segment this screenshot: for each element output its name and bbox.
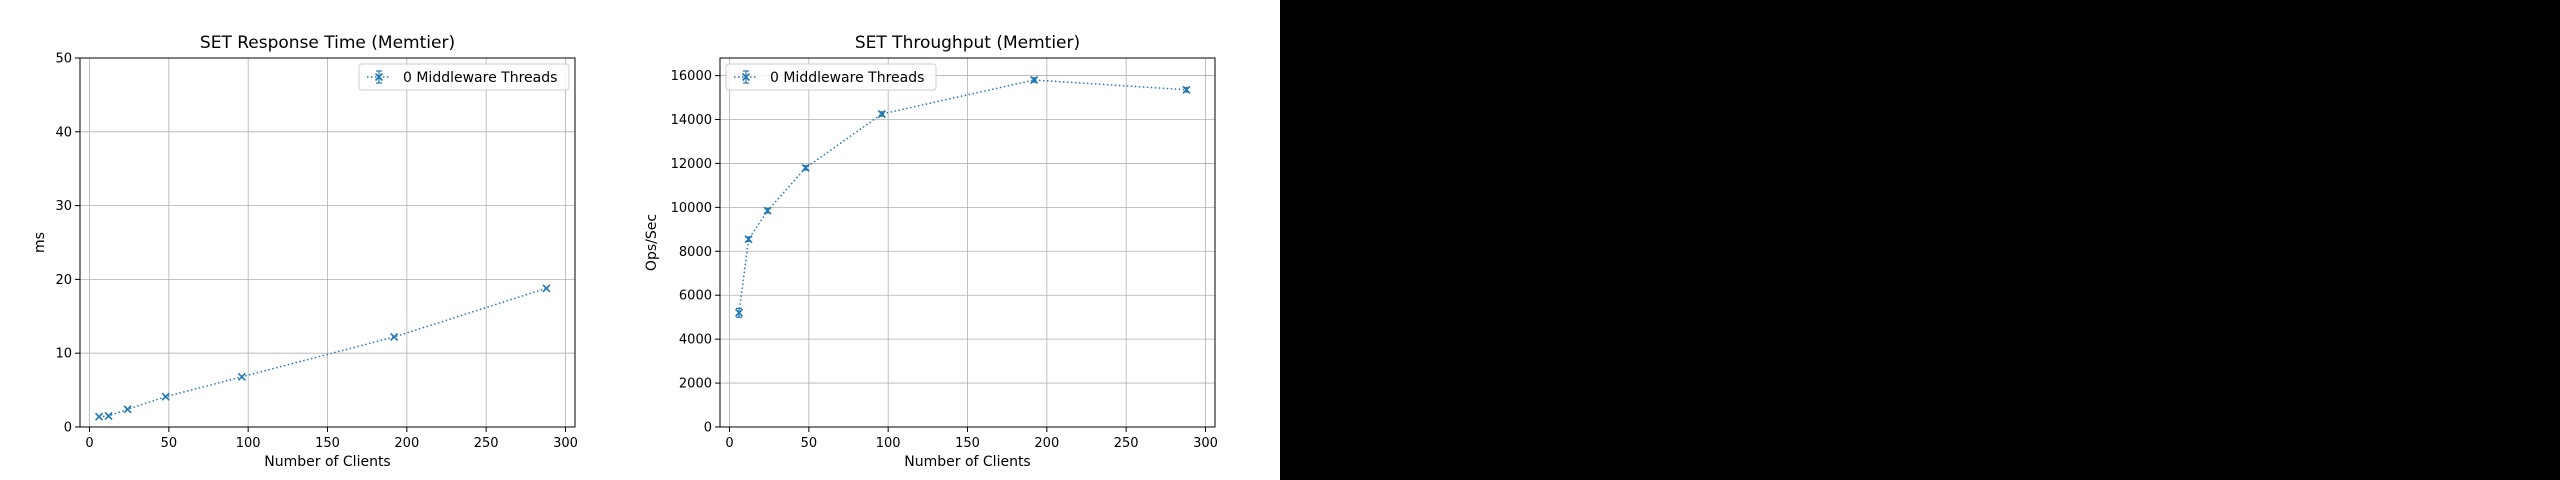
data-point <box>1182 85 1191 94</box>
x-tick-label: 300 <box>553 436 578 451</box>
y-tick-label: 50 <box>55 52 72 67</box>
y-tick-label: 14000 <box>671 113 712 128</box>
data-point <box>801 163 810 172</box>
x-tick-label: 150 <box>955 436 980 451</box>
y-axis-label: Ops/Sec <box>644 214 660 271</box>
x-tick-label: 300 <box>1193 436 1218 451</box>
x-tick-label: 50 <box>801 436 818 451</box>
y-tick-label: 4000 <box>679 333 712 348</box>
series-line <box>738 79 1187 313</box>
x-axis-label: Number of Clients <box>264 454 390 470</box>
chart-title: SET Response Time (Memtier) <box>200 33 455 53</box>
y-tick-label: 20 <box>55 273 72 288</box>
data-point <box>123 405 132 414</box>
data-point <box>734 308 744 317</box>
data-point <box>877 109 886 119</box>
data-point <box>542 284 551 293</box>
legend-entry: 0 Middleware Threads <box>403 70 557 86</box>
x-tick-label: 100 <box>236 436 261 451</box>
data-point <box>237 372 246 381</box>
data-point <box>744 235 753 244</box>
y-tick-label: 6000 <box>679 289 712 304</box>
y-tick-label: 12000 <box>671 157 712 172</box>
data-point <box>763 206 772 215</box>
y-tick-label: 10000 <box>671 201 712 216</box>
x-tick-label: 50 <box>161 436 178 451</box>
x-tick-label: 200 <box>1034 436 1059 451</box>
chart-title: SET Throughput (Memtier) <box>855 33 1080 53</box>
x-tick-label: 150 <box>315 436 340 451</box>
x-axis-label: Number of Clients <box>904 454 1030 470</box>
x-tick-label: 100 <box>876 436 901 451</box>
throughput-chart: 0 50 100 150 200 250 300 0 2000 4000 6000 8000 10000… <box>644 33 1218 470</box>
figure-canvas: 0 50 100 150 200 250 300 0 10 20 30 40 50 SET Respons… <box>32 33 1218 470</box>
data-point <box>390 332 399 342</box>
y-tick-label: 0 <box>64 421 72 436</box>
data-point <box>94 412 104 421</box>
response-time-chart: 0 50 100 150 200 250 300 0 10 20 30 40 50 SET Respons… <box>32 33 578 470</box>
data-point <box>1030 75 1039 85</box>
x-tick-label: 250 <box>474 436 499 451</box>
legend-marker-sample <box>741 72 751 82</box>
y-axis-label: ms <box>32 232 48 253</box>
y-tick-label: 0 <box>704 421 712 436</box>
figure: 0 50 100 150 200 250 300 0 10 20 30 40 50 SET Respons… <box>0 0 1280 480</box>
x-tick-label: 200 <box>394 436 419 451</box>
data-point <box>104 411 113 420</box>
y-tick-label: 30 <box>55 199 72 214</box>
legend-marker-sample <box>374 72 384 82</box>
y-tick-label: 10 <box>55 347 72 362</box>
x-tick-label: 0 <box>85 436 93 451</box>
y-tick-label: 2000 <box>679 377 712 392</box>
data-point <box>161 392 170 401</box>
legend-box <box>358 63 570 91</box>
empty-black-region <box>1280 0 2560 480</box>
x-tick-label: 250 <box>1114 436 1139 451</box>
y-tick-label: 8000 <box>679 245 712 260</box>
x-tick-label: 0 <box>725 436 733 451</box>
legend-entry: 0 Middleware Threads <box>770 70 924 86</box>
legend-box <box>725 63 937 91</box>
y-tick-label: 40 <box>55 125 72 140</box>
y-tick-label: 16000 <box>671 69 712 84</box>
